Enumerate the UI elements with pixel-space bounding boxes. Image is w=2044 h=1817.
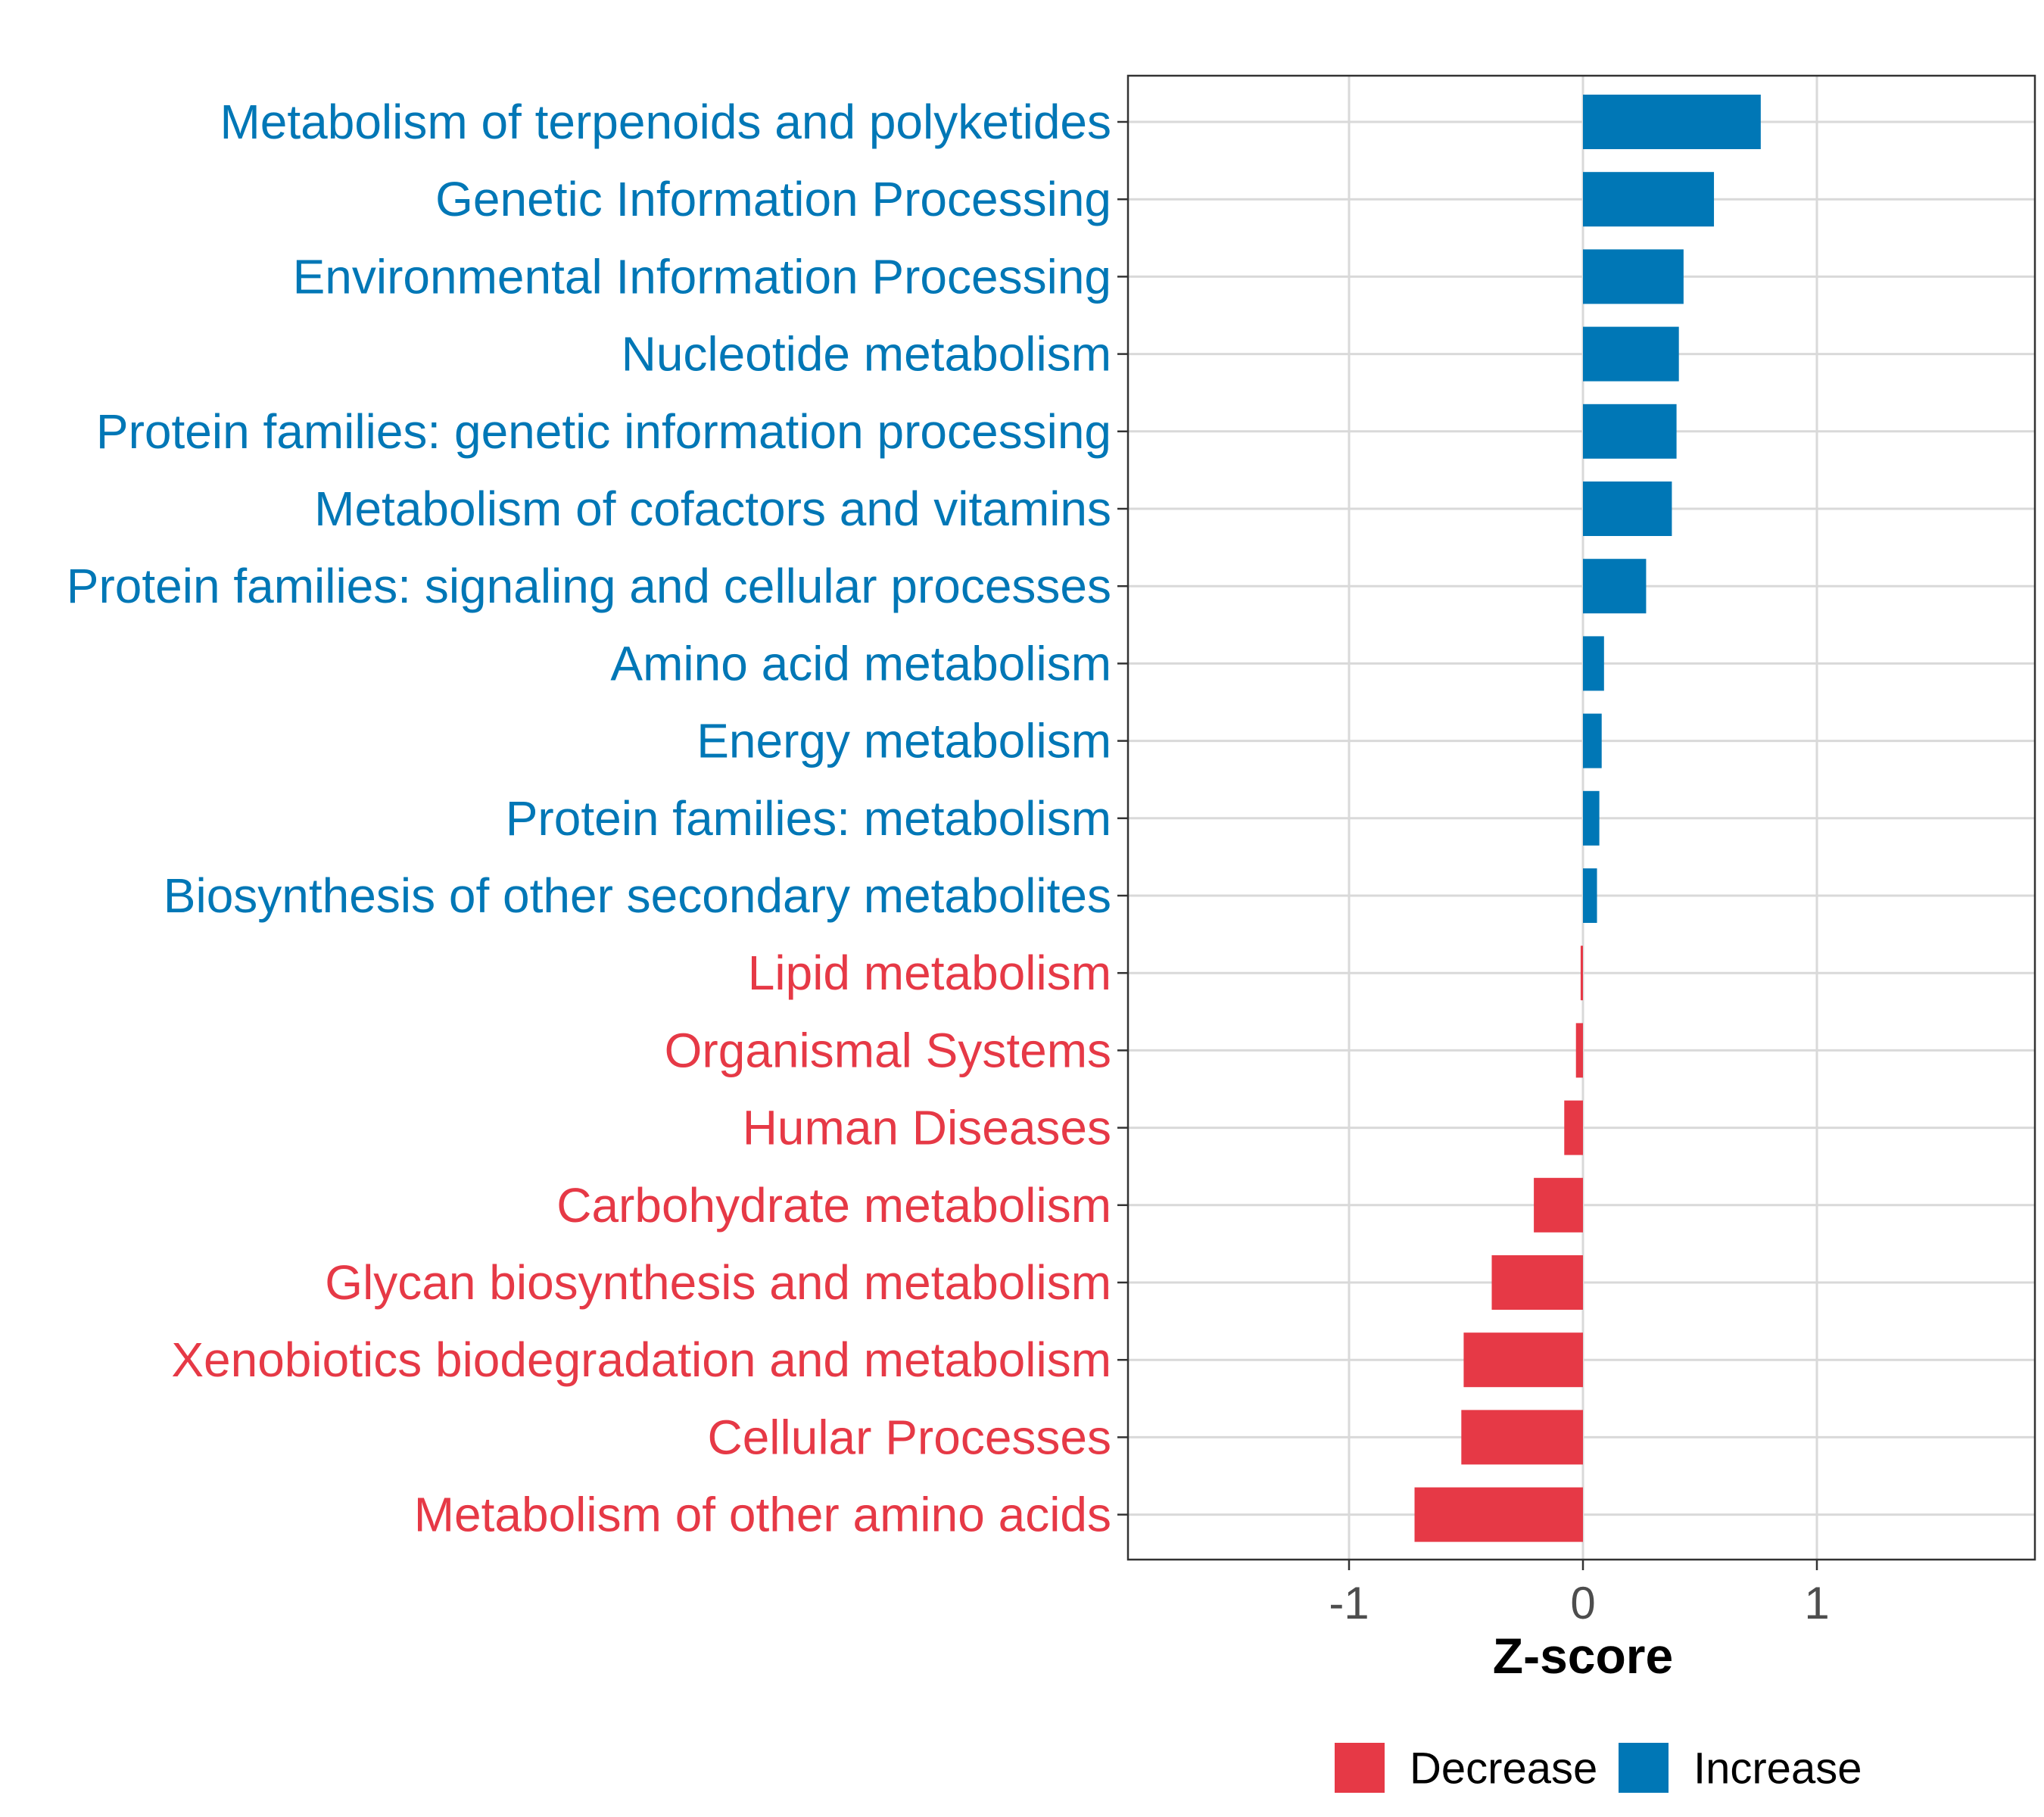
category-label: Metabolism of cofactors and vitamins	[314, 482, 1111, 536]
legend-label: Increase	[1693, 1744, 1862, 1794]
bar	[1583, 482, 1672, 536]
category-label: Organismal Systems	[665, 1023, 1111, 1077]
bar	[1461, 1410, 1583, 1465]
bar	[1583, 713, 1602, 768]
bar	[1580, 946, 1583, 1001]
bar	[1583, 326, 1679, 382]
category-label: Protein families: genetic information pr…	[96, 404, 1111, 459]
legend-swatch	[1335, 1743, 1385, 1793]
bar	[1564, 1100, 1583, 1155]
legend-label: Decrease	[1410, 1744, 1597, 1794]
category-label: Environmental Information Processing	[293, 249, 1111, 304]
x-tick-label: 1	[1804, 1578, 1829, 1628]
category-label: Energy metabolism	[696, 714, 1111, 768]
category-label: Amino acid metabolism	[610, 636, 1111, 690]
legend-swatch	[1619, 1743, 1669, 1793]
bar	[1463, 1332, 1583, 1388]
category-label: Protein families: metabolism	[506, 791, 1111, 846]
bars-layer	[1414, 95, 1761, 1542]
bar	[1583, 790, 1600, 846]
category-label: Cellular Processes	[707, 1410, 1111, 1464]
category-label: Human Diseases	[743, 1101, 1111, 1155]
bar	[1583, 404, 1677, 459]
bar	[1583, 636, 1604, 691]
bar	[1583, 868, 1597, 923]
category-label: Metabolism of terpenoids and polyketides	[220, 95, 1111, 149]
legend: Decrease Increase	[1335, 1743, 1862, 1794]
bar	[1583, 559, 1647, 614]
category-label: Genetic Information Processing	[435, 172, 1111, 226]
bar	[1534, 1177, 1583, 1233]
bar	[1583, 249, 1684, 304]
category-label: Carbohydrate metabolism	[556, 1178, 1111, 1233]
category-labels: Metabolism of terpenoids and polyketides…	[67, 95, 1128, 1542]
category-label: Protein families: signaling and cellular…	[67, 559, 1111, 613]
bar	[1491, 1255, 1583, 1310]
category-label: Biosynthesis of other secondary metaboli…	[164, 868, 1111, 923]
category-label: Metabolism of other amino acids	[414, 1488, 1111, 1542]
x-tick-label: -1	[1329, 1578, 1369, 1628]
category-label: Lipid metabolism	[748, 946, 1111, 1000]
bar	[1575, 1023, 1583, 1078]
bar	[1583, 172, 1715, 227]
x-axis-title: Z-score	[1493, 1628, 1673, 1684]
x-axis-ticks: -1 0 1	[1329, 1560, 1830, 1628]
x-tick-label: 0	[1570, 1578, 1595, 1628]
category-label: Glycan biosynthesis and metabolism	[325, 1255, 1111, 1310]
category-label: Nucleotide metabolism	[622, 327, 1111, 382]
bar	[1583, 95, 1761, 149]
bar	[1414, 1487, 1583, 1542]
category-label: Xenobiotics biodegradation and metabolis…	[171, 1332, 1111, 1387]
